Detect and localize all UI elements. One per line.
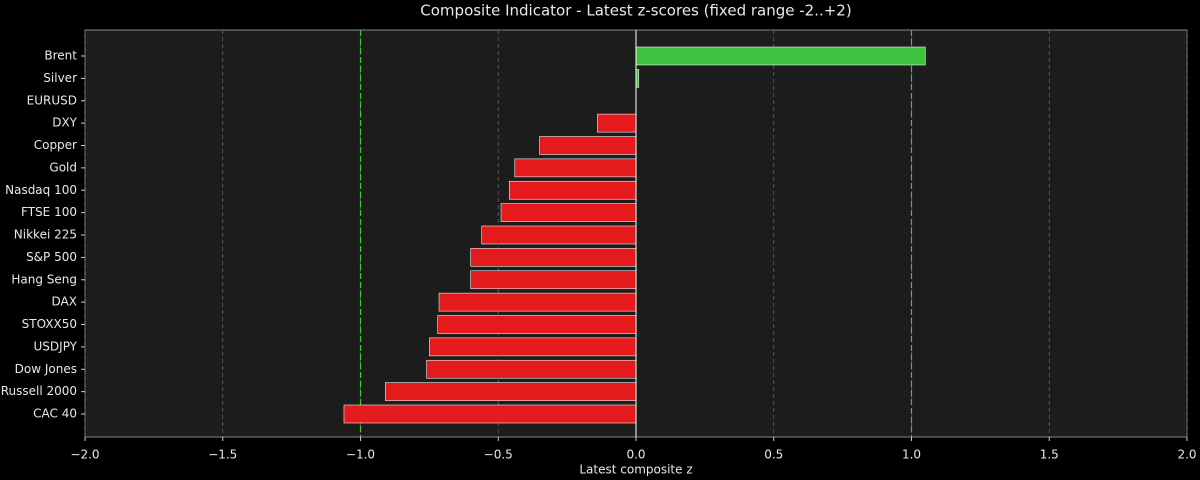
bar <box>481 225 637 245</box>
bar <box>500 203 637 222</box>
bar <box>597 113 637 133</box>
y-tick-label: Copper <box>34 138 77 152</box>
bar <box>635 46 926 66</box>
y-tick-label: EURUSD <box>27 93 77 107</box>
y-tick-label: STOXX50 <box>22 317 77 331</box>
bar <box>508 180 637 200</box>
y-tick-label: USDJPY <box>34 339 78 353</box>
y-tick-label: Hang Seng <box>11 272 77 286</box>
y-tick-label: CAC 40 <box>33 407 77 421</box>
y-tick-label: S&P 500 <box>26 250 77 264</box>
y-tick-label: Nasdaq 100 <box>5 183 77 197</box>
x-axis-label: Latest composite z <box>579 463 692 477</box>
x-tick-label: −1.0 <box>346 448 375 462</box>
y-tick-label: Russell 2000 <box>1 384 77 398</box>
x-tick-label: 0.0 <box>626 448 645 462</box>
y-tick-label: DAX <box>52 295 77 309</box>
bar <box>539 136 637 155</box>
x-tick-label: −2.0 <box>70 448 99 462</box>
y-tick-label: Gold <box>49 160 77 174</box>
x-tick-label: 1.0 <box>902 448 921 462</box>
bar <box>514 158 637 178</box>
y-tick-label: Brent <box>44 49 77 63</box>
bar <box>426 359 637 379</box>
bar <box>429 337 637 357</box>
y-tick-label: Silver <box>43 71 77 85</box>
bar <box>437 315 637 334</box>
y-tick-label: FTSE 100 <box>21 205 77 219</box>
bar <box>384 382 637 401</box>
bar <box>470 270 637 290</box>
y-tick-label: Dow Jones <box>15 362 77 376</box>
y-tick-label: DXY <box>52 116 77 130</box>
chart-title: Composite Indicator - Latest z-scores (f… <box>420 2 851 20</box>
bar <box>438 292 637 312</box>
bar <box>470 248 637 267</box>
x-tick-label: −1.5 <box>208 448 237 462</box>
bar <box>343 404 637 424</box>
x-tick-label: −0.5 <box>484 448 513 462</box>
y-tick-label: Nikkei 225 <box>14 228 77 242</box>
x-tick-label: 0.5 <box>764 448 783 462</box>
x-tick-label: 2.0 <box>1177 448 1196 462</box>
x-tick-label: 1.5 <box>1040 448 1059 462</box>
